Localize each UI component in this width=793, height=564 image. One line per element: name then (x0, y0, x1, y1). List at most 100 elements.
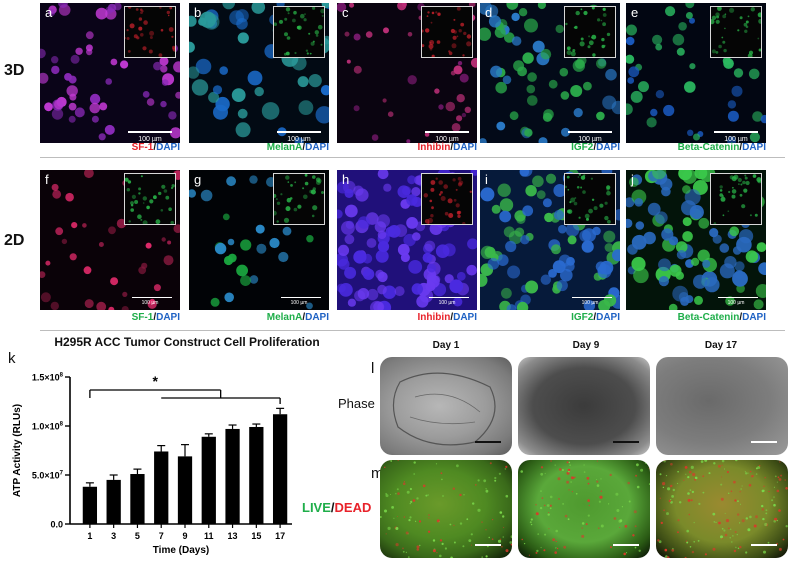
panel-letter-g: g (194, 172, 202, 187)
bar-day-5 (130, 474, 145, 524)
live-dead-label: LIVE/DEAD (302, 500, 371, 515)
caption-i: IGF2/DAPI (571, 312, 620, 323)
panel-letter-j: j (631, 172, 634, 187)
micrograph-f: f 100 µm (40, 170, 180, 310)
micrograph-c: c 100 µm (337, 3, 477, 143)
caption-e: Beta-Catenin/DAPI (677, 142, 766, 153)
panel-letter-d: d (485, 5, 493, 20)
panel-letter-f: f (45, 172, 49, 187)
scale-bar-c (425, 131, 469, 133)
scale-bar-h (429, 297, 469, 298)
live-dead-image-day1 (380, 460, 512, 558)
bar-day-17 (272, 414, 288, 524)
panel-letter-a: a (45, 5, 53, 20)
panel-letter-b: b (194, 5, 202, 20)
scale-label-f: 100 µm (141, 300, 159, 306)
inset-image-f (124, 173, 176, 225)
x-tick-label: 1 (87, 531, 92, 541)
x-tick-label: 17 (275, 531, 285, 541)
scale-label-d: 100 µm (578, 136, 602, 143)
scale-label-c: 100 µm (435, 136, 459, 143)
caption-h: Inhibin/DAPI (417, 312, 477, 323)
inset-image-d (564, 6, 616, 58)
y-tick-label: 0.0 (50, 520, 63, 530)
caption-f: SF-1/DAPI (131, 312, 180, 323)
chart-panel-letter: k (8, 350, 16, 367)
panel-letter-h: h (342, 172, 350, 187)
scale-label-j: 100 µm (727, 300, 745, 306)
bar-day-7 (154, 451, 169, 524)
inset-image-i (564, 173, 616, 225)
y-tick-label: 1.0×108 (32, 422, 64, 432)
scale-label-b: 100 µm (287, 136, 311, 143)
scale-label-h: 100 µm (438, 300, 456, 306)
scale-bar-a (128, 131, 172, 133)
scale-bar-f (132, 297, 172, 298)
caption-j: Beta-Catenin/DAPI (677, 312, 766, 323)
panel-letter-e: e (631, 5, 639, 20)
x-tick-label: 5 (135, 531, 140, 541)
caption-d: IGF2/DAPI (571, 142, 620, 153)
x-tick-label: 13 (228, 531, 238, 541)
day-label-1: Day 1 (432, 340, 460, 351)
y-axis-label: ATP Activity (RLUs) (12, 404, 23, 497)
chart-title: H295R ACC Tumor Construct Cell Prolifera… (54, 335, 320, 349)
phase-image-day17 (656, 357, 788, 455)
day-label-9: Day 9 (572, 340, 600, 351)
caption-a: SF-1/DAPI (131, 142, 180, 153)
phase-label: Phase (338, 396, 375, 411)
scale-bar-i (572, 297, 612, 298)
scale-label-a: 100 µm (138, 136, 162, 143)
micrograph-g: g 100 µm (189, 170, 329, 310)
inset-image-a (124, 6, 176, 58)
scale-bar-d (568, 131, 612, 133)
dead-label: DEAD (334, 500, 372, 515)
y-tick-label: 1.5×108 (32, 373, 64, 383)
inset-image-b (273, 6, 325, 58)
row-divider (40, 157, 785, 158)
live-label: LIVE (302, 500, 331, 515)
caption-b: MelanA/DAPI (266, 142, 329, 153)
phase-image-day1 (380, 357, 512, 455)
scale-label-e: 100 µm (724, 136, 748, 143)
x-tick-label: 11 (204, 531, 214, 541)
day-label-17: Day 17 (704, 340, 738, 351)
micrograph-d: d 100 µm (480, 3, 620, 143)
micrograph-j: j 100 µm (626, 170, 766, 310)
micrograph-h: h 100 µm (337, 170, 477, 310)
bar-day-15 (249, 426, 264, 524)
inset-image-e (710, 6, 762, 58)
x-tick-label: 3 (111, 531, 116, 541)
inset-image-g (273, 173, 325, 225)
bar-day-1 (82, 486, 98, 524)
bar-day-13 (225, 428, 240, 524)
inset-image-j (710, 173, 762, 225)
scale-label-i: 100 µm (581, 300, 599, 306)
live-dead-image-day9 (518, 460, 650, 558)
section-divider (40, 330, 785, 331)
row-label-3d: 3D (4, 62, 25, 79)
caption-c: Inhibin/DAPI (417, 142, 477, 153)
live-dead-image-day17 (656, 460, 788, 558)
x-tick-label: 7 (159, 531, 164, 541)
panel-letter-l: l (371, 360, 375, 377)
inset-image-c (421, 6, 473, 58)
row-label-2d: 2D (4, 232, 25, 249)
scale-bar-g (281, 297, 321, 298)
y-tick-label: 5.0×107 (32, 471, 64, 481)
bar-day-9 (177, 456, 193, 524)
bar-day-11 (201, 436, 216, 524)
micrograph-b: b 100 µm (189, 3, 329, 143)
caption-g: MelanA/DAPI (266, 312, 329, 323)
phase-image-day9 (518, 357, 650, 455)
bar-day-3 (106, 479, 121, 524)
scale-bar-b (277, 131, 321, 133)
inset-image-h (421, 173, 473, 225)
significance-star: * (153, 373, 159, 389)
x-tick-label: 9 (182, 531, 187, 541)
micrograph-e: e 100 µm (626, 3, 766, 143)
x-axis-label: Time (Days) (153, 545, 210, 556)
scale-bar-e (714, 131, 758, 133)
x-tick-label: 15 (251, 531, 261, 541)
